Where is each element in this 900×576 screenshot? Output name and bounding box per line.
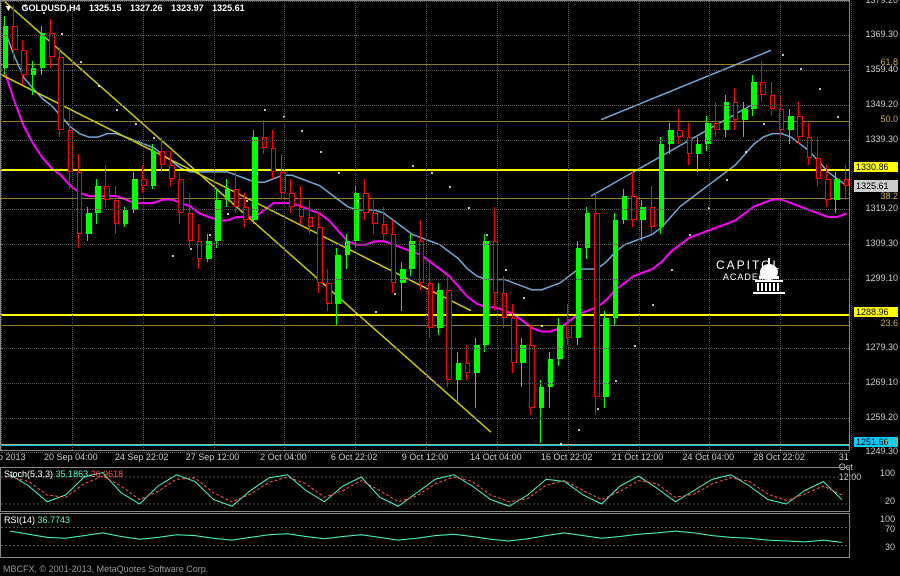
stochastic-panel[interactable]: Stoch(5,3,3) 35.1863 26.9618 100 20 [0, 467, 850, 512]
chart-header: ▼ GOLDUSD,H4 1325.15 1327.26 1323.97 132… [4, 3, 251, 13]
stoch-label: Stoch(5,3,3) 35.1863 26.9618 [4, 469, 123, 479]
price-chart[interactable]: ▼ GOLDUSD,H4 1325.15 1327.26 1323.97 132… [0, 0, 850, 451]
current-price-box: 1325.61 [854, 180, 898, 192]
price-axis: 1379.201369.301359.401349.201339.301319.… [850, 0, 900, 451]
rsi-label: RSI(14) 36.7743 [4, 515, 70, 525]
time-axis: 17 Sep 201320 Sep 04:0024 Sep 22:0227 Se… [0, 452, 850, 466]
capitol-logo: CAPITOL ACADEMY [716, 256, 781, 282]
rsi-panel[interactable]: RSI(14) 36.7743 100 70 30 [0, 513, 850, 558]
copyright: MBCFX, © 2001-2013, MetaQuotes Software … [3, 564, 208, 574]
